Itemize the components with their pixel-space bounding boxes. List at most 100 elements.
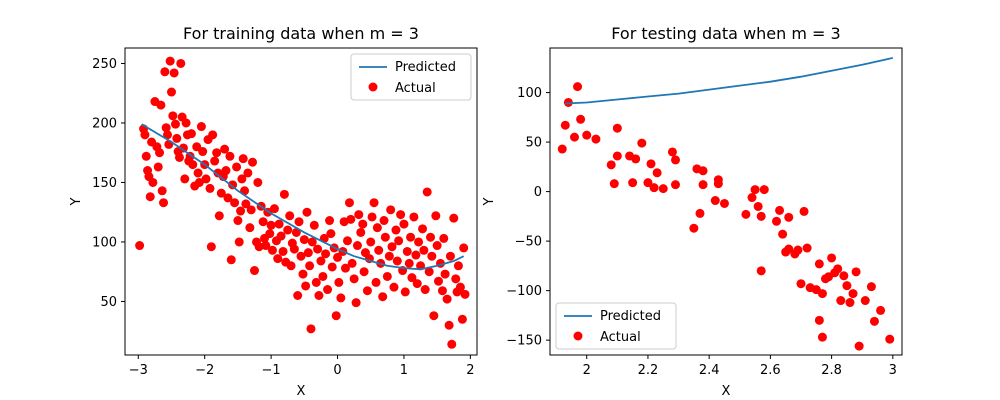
actual-point [591, 134, 601, 144]
actual-point [333, 252, 343, 262]
actual-point [301, 281, 311, 291]
actual-point [460, 289, 470, 299]
actual-point [387, 242, 397, 252]
actual-point [814, 259, 824, 269]
actual-point [156, 100, 166, 110]
actual-point [459, 243, 469, 253]
x-tick-label: 3 [889, 363, 897, 378]
actual-point [419, 245, 429, 255]
plot-area-frame [549, 47, 903, 356]
actual-point [445, 251, 455, 261]
actual-point [285, 211, 295, 221]
actual-point [827, 253, 837, 263]
actual-point [741, 209, 751, 219]
actual-point [193, 168, 203, 178]
actual-point [876, 305, 886, 315]
x-axis-label: X [297, 384, 306, 399]
actual-point [157, 186, 167, 196]
x-tick-label: −1 [262, 363, 281, 378]
actual-point [342, 236, 352, 246]
actual-point [246, 205, 256, 215]
actual-point [406, 232, 416, 242]
y-tick-label: 250 [92, 57, 117, 72]
actual-point [145, 192, 155, 202]
actual-point [302, 207, 312, 217]
actual-point [451, 274, 461, 284]
actual-point [194, 177, 204, 187]
actual-point [153, 162, 163, 172]
legend-label-actual: Actual [600, 330, 641, 345]
x-axis-ticks: −3 −2 −1 0 1 2 [129, 355, 474, 378]
actual-point [278, 246, 288, 256]
legend: Predicted Actual [350, 53, 472, 101]
actual-point [573, 82, 583, 92]
actual-point [418, 224, 428, 234]
actual-point [366, 237, 376, 247]
actual-point [318, 271, 328, 281]
actual-point [212, 148, 222, 158]
actual-point [306, 324, 316, 334]
actual-point [409, 212, 419, 222]
actual-point [833, 264, 843, 274]
actual-point [135, 241, 145, 251]
actual-point [402, 246, 412, 256]
actual-point [196, 122, 206, 132]
actual-point [440, 269, 450, 279]
actual-point [172, 133, 182, 143]
actual-point [351, 298, 361, 308]
y-tick-label: 100 [517, 86, 542, 101]
actual-point [433, 276, 443, 286]
actual-point [186, 129, 196, 139]
actual-point [274, 219, 284, 229]
actual-point [198, 147, 208, 157]
actual-point [248, 157, 258, 167]
actual-point [340, 263, 350, 273]
actual-point [698, 166, 708, 176]
actual-point [453, 261, 463, 271]
actual-point [298, 269, 308, 279]
actual-point [431, 211, 441, 221]
actual-point [238, 154, 248, 164]
x-tick-label: 2.4 [699, 363, 720, 378]
actual-point [374, 245, 384, 255]
actual-point [267, 245, 277, 255]
actual-point [569, 132, 579, 142]
actual-point [250, 266, 260, 276]
actual-point [321, 249, 331, 259]
y-tick-label: 200 [92, 116, 117, 131]
actual-point [166, 87, 176, 97]
actual-point [411, 250, 421, 260]
actual-point [695, 208, 705, 218]
legend-label-predicted: Predicted [600, 309, 661, 324]
x-tick-label: 2.6 [760, 363, 781, 378]
actual-point [609, 179, 619, 189]
legend: Predicted Actual [555, 302, 677, 350]
actual-point [169, 68, 179, 78]
actual-point [860, 296, 870, 306]
actual-point [225, 151, 235, 161]
actual-point [719, 198, 729, 208]
actual-point [160, 67, 170, 77]
actual-point [159, 198, 169, 208]
actual-point [576, 114, 586, 124]
x-tick-label: 2 [583, 363, 591, 378]
actual-point [447, 339, 457, 349]
actual-point [226, 255, 236, 265]
actual-point [291, 227, 301, 237]
actual-point [176, 58, 186, 68]
actual-point [210, 156, 220, 166]
actual-point [778, 229, 788, 239]
actual-point [214, 211, 224, 221]
x-tick-label: 2.2 [638, 363, 659, 378]
actual-point [851, 267, 861, 277]
actual-point [201, 174, 211, 184]
actual-point [750, 185, 760, 195]
actual-point [382, 271, 392, 281]
actual-point [352, 241, 362, 251]
actual-point [606, 160, 616, 170]
x-tick-label: 0 [333, 363, 341, 378]
actual-point [747, 193, 757, 203]
data-marks [135, 56, 470, 349]
actual-point [258, 217, 268, 227]
